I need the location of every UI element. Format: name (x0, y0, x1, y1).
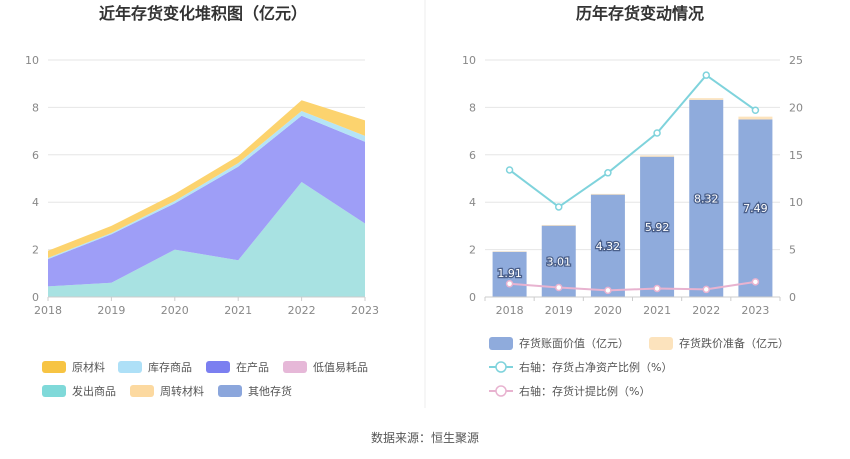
y-tick-label: 6 (469, 149, 476, 162)
y-tick-label: 2 (32, 244, 39, 257)
line-point (751, 278, 760, 286)
bar-data-label: 7.49 (743, 202, 768, 215)
line-point (751, 106, 760, 114)
legend-label: 其他存货 (248, 384, 292, 398)
right-chart-title: 历年存货变动情况 (576, 4, 704, 23)
area-series-3 (48, 100, 365, 258)
line-series-2 (508, 73, 756, 209)
line-point (555, 283, 563, 292)
area-series-0 (48, 182, 365, 297)
y-tick-label: 8 (469, 101, 476, 114)
bar-data-label: 8.32 (694, 192, 719, 205)
legend-label: 低值易耗品 (313, 361, 368, 374)
line-point (555, 203, 563, 211)
bar-inventory-value (492, 251, 527, 297)
bar-impairment-reserve (640, 155, 675, 157)
legend-label: 原材料 (72, 360, 105, 374)
legend-label: 存货跌价准备（亿元） (679, 336, 789, 350)
left-chart-title: 近年存货变化堆积图（亿元） (99, 4, 307, 23)
x-tick-label: 2020 (594, 304, 622, 317)
y2-tick-label: 0 (789, 291, 796, 304)
y-tick-label: 0 (32, 291, 39, 304)
y-tick-label: 6 (32, 149, 39, 162)
bar-data-label: 1.91 (497, 267, 522, 280)
x-tick-label: 2019 (97, 304, 125, 317)
left-chart: 近年存货变化堆积图（亿元） 0 2 4 6 8 10 2018 2019 2020 2021 202… (25, 4, 379, 398)
legend-label: 右轴：存货计提比例（%） (519, 384, 650, 398)
bar-impairment-reserve (590, 193, 625, 195)
right-lines (505, 71, 760, 295)
bar-data-label: 4.32 (596, 240, 621, 253)
line-point (604, 169, 612, 177)
x-tick-label: 2022 (692, 304, 720, 317)
line-point (604, 286, 612, 295)
line-series-3 (509, 280, 756, 292)
x-tick-label: 2023 (351, 304, 379, 317)
legend-swatch (218, 385, 242, 397)
bar-impairment-reserve (738, 116, 773, 120)
legend-swatch (118, 361, 142, 373)
legend-label: 周转材料 (160, 384, 204, 398)
y-tick-label: 0 (469, 291, 476, 304)
legend-swatch (649, 337, 673, 350)
area-series-2 (48, 110, 365, 260)
y-tick-label: 4 (469, 196, 476, 209)
y2-tick-label: 15 (789, 149, 803, 162)
bar-data-label: 3.01 (547, 255, 572, 268)
line-point (702, 71, 710, 79)
legend-swatch (42, 385, 66, 397)
x-tick-label: 2020 (161, 304, 189, 317)
bar-inventory-value (689, 99, 724, 297)
legend-swatch (42, 361, 66, 373)
right-bars: 1.91 3.01 4.32 5.92 8.32 7.49 (492, 98, 773, 297)
legend-label: 库存商品 (148, 360, 192, 374)
right-axes: 0 2 4 6 8 10 0 5 10 15 20 25 2018 2019 2020 2021 2022 202… (462, 54, 803, 317)
y2-tick-label: 20 (789, 101, 803, 114)
x-tick-label: 2018 (34, 304, 62, 317)
x-tick-label: 2019 (545, 304, 573, 317)
legend-swatch (283, 361, 307, 373)
source-text: 数据来源：恒生聚源 (371, 430, 479, 445)
x-tick-label: 2023 (741, 304, 769, 317)
y2-tick-label: 10 (789, 196, 803, 209)
legend-label: 在产品 (236, 360, 269, 374)
bar-inventory-value (590, 194, 625, 297)
line-point (505, 279, 514, 288)
y2-tick-label: 5 (789, 244, 796, 257)
legend-label: 右轴：存货占净资产比例（%） (519, 360, 672, 374)
area-series-1 (48, 115, 365, 287)
legend-swatch (489, 337, 513, 350)
line-point (702, 285, 710, 294)
y2-tick-label: 25 (789, 54, 803, 67)
y-tick-label: 4 (32, 196, 39, 209)
right-legend: 存货账面价值（亿元） 存货跌价准备（亿元） 右轴：存货占净资产比例（%） 右轴：存货计… (489, 336, 789, 398)
left-axes: 0 2 4 6 8 10 2018 2019 2020 2021 2022 2023 (25, 54, 379, 317)
left-areas (48, 100, 365, 297)
legend-swatch (206, 361, 230, 373)
legend-marker (495, 361, 507, 373)
line-point (653, 284, 661, 293)
line-point (505, 166, 514, 174)
legend-marker (495, 385, 507, 397)
x-tick-label: 2018 (496, 304, 524, 317)
bar-impairment-reserve (689, 98, 724, 100)
y-tick-label: 10 (462, 54, 476, 67)
legend-label: 发出商品 (72, 384, 116, 398)
legend-swatch (130, 385, 154, 397)
bar-impairment-reserve (541, 224, 576, 226)
x-tick-label: 2021 (224, 304, 252, 317)
bar-data-label: 5.92 (645, 221, 670, 234)
x-tick-label: 2022 (288, 304, 316, 317)
y-tick-label: 2 (469, 244, 476, 257)
y-tick-label: 8 (32, 101, 39, 114)
right-chart: 历年存货变动情况 1.91 3.01 4.32 5.92 8.32 7.49 0 2 4 6 8 1… (462, 4, 803, 398)
x-tick-label: 2021 (643, 304, 671, 317)
legend-label: 存货账面价值（亿元） (519, 336, 629, 350)
bar-inventory-value (640, 156, 675, 297)
y-tick-label: 10 (25, 54, 39, 67)
line-point (653, 129, 661, 137)
bar-inventory-value (738, 119, 773, 297)
